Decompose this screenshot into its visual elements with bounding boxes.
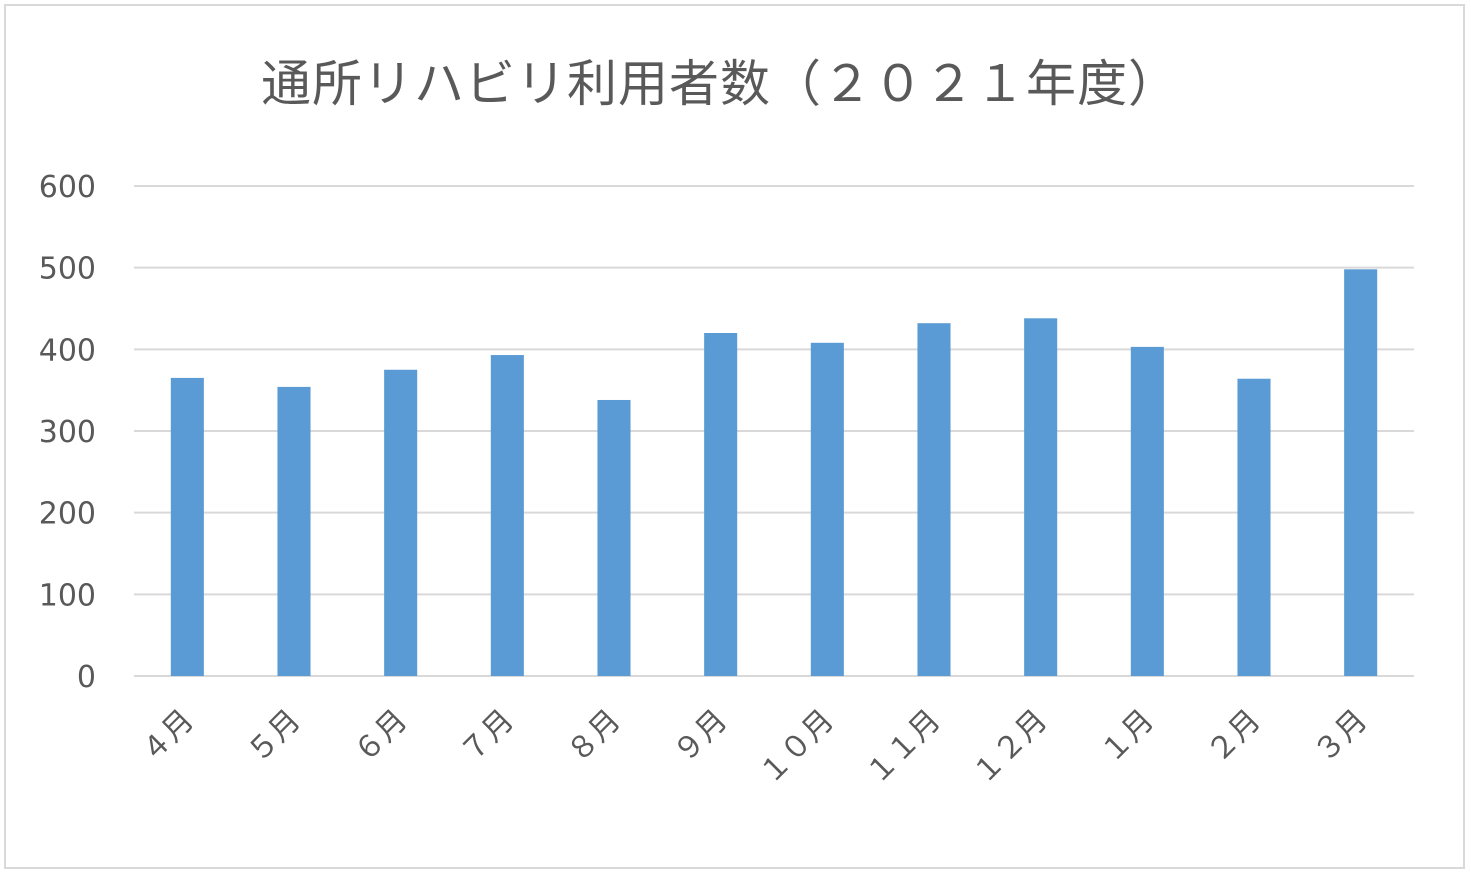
x-tick-label: ３月 <box>1307 703 1374 770</box>
x-tick-label: １１月 <box>859 703 947 791</box>
x-tick-label: ９月 <box>667 703 734 770</box>
y-tick-label: 0 <box>77 660 96 695</box>
bar <box>597 399 631 676</box>
y-tick-label: 200 <box>39 497 96 532</box>
x-tick-label: ５月 <box>240 703 307 770</box>
y-tick-label: 400 <box>39 333 96 368</box>
x-tick-label: ７月 <box>454 703 521 770</box>
bars <box>170 269 1378 676</box>
y-tick-label: 100 <box>39 578 96 613</box>
y-tick-label: 300 <box>39 415 96 450</box>
x-tick-label: ８月 <box>560 703 627 770</box>
bar <box>1130 346 1164 676</box>
bar <box>490 355 524 676</box>
bar <box>1237 378 1271 676</box>
x-tick-label: ２月 <box>1200 703 1267 770</box>
bar <box>170 377 204 676</box>
y-tick-label: 600 <box>39 170 96 205</box>
x-axis-ticks: ４月 ５月 ６月 ７月 ８月 ９月 １０月 １１月 １２月 １月 ２月 ３月 <box>134 703 1375 791</box>
x-tick-label: １０月 <box>753 703 841 791</box>
y-tick-label: 500 <box>39 252 96 287</box>
bar <box>1024 318 1058 676</box>
x-tick-label: ６月 <box>347 703 414 770</box>
bar <box>277 386 311 676</box>
grid-lines <box>134 185 1414 677</box>
x-tick-label: １月 <box>1094 703 1161 770</box>
bar <box>704 333 738 676</box>
y-axis-ticks: 0 100 200 300 400 500 600 <box>39 170 96 695</box>
bar <box>917 323 951 676</box>
chart-title: 通所リハビリ利用者数（２０２１年度） <box>261 55 1179 113</box>
bar <box>810 342 844 676</box>
x-tick-label: １２月 <box>966 703 1054 791</box>
bar <box>1344 269 1378 676</box>
x-tick-label: ４月 <box>134 703 201 770</box>
bar <box>384 369 418 676</box>
